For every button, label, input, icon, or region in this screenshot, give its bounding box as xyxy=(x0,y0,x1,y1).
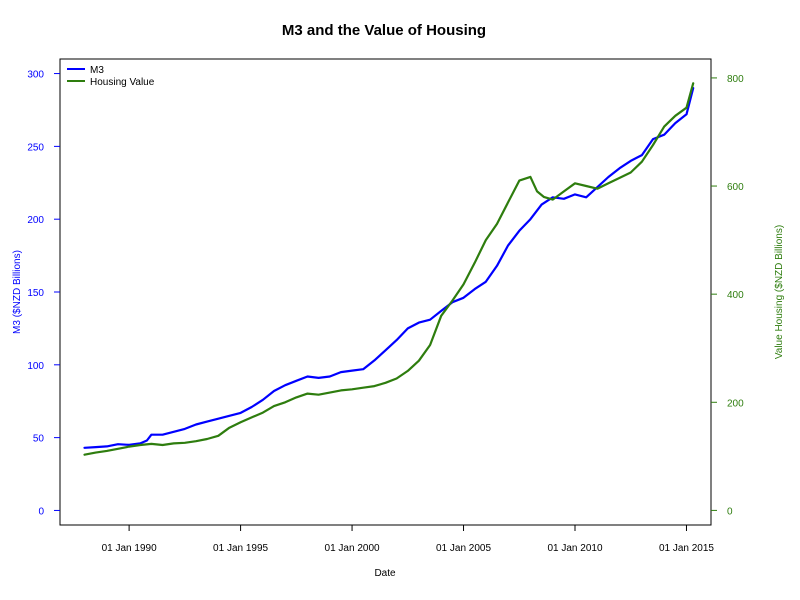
series-line-housing-value xyxy=(83,82,695,456)
x-tick-label: 01 Jan 2005 xyxy=(436,543,491,554)
left-y-tick-label: 200 xyxy=(27,215,44,226)
chart-title: M3 and the Value of Housing xyxy=(282,22,486,39)
left-y-tick-label: 150 xyxy=(27,288,44,299)
series-line-m3 xyxy=(83,86,695,449)
right-y-axis-label: Value Housing ($NZD Billions) xyxy=(774,225,785,359)
left-y-axis-label: M3 ($NZD Billions) xyxy=(12,250,23,334)
x-tick-label: 01 Jan 1990 xyxy=(102,543,157,554)
legend-label-housing: Housing Value xyxy=(90,77,155,88)
x-tick-label: 01 Jan 2015 xyxy=(659,543,714,554)
x-axis: 01 Jan 1990 01 Jan 1995 01 Jan 2000 01 Jan … xyxy=(102,525,714,554)
right-y-tick-label: 600 xyxy=(727,182,744,193)
left-y-axis: 0 50 100 150 200 250 300 xyxy=(27,70,60,517)
left-y-tick-label: 50 xyxy=(33,434,45,445)
left-y-tick-label: 0 xyxy=(38,506,44,517)
plot-frame xyxy=(59,58,712,526)
left-y-tick-label: 250 xyxy=(27,142,44,153)
legend: M3 Housing Value xyxy=(67,65,155,88)
x-tick-label: 01 Jan 2000 xyxy=(325,543,380,554)
right-y-tick-label: 0 xyxy=(727,506,733,517)
right-y-tick-label: 800 xyxy=(727,74,744,85)
right-y-axis: 0 200 400 600 800 xyxy=(711,74,744,517)
right-y-tick-label: 400 xyxy=(727,290,744,301)
series-layer xyxy=(83,82,695,456)
x-tick-label: 01 Jan 2010 xyxy=(547,543,602,554)
legend-label-m3: M3 xyxy=(90,65,104,76)
x-axis-label: Date xyxy=(374,568,396,579)
right-y-tick-label: 200 xyxy=(727,398,744,409)
left-y-tick-label: 300 xyxy=(27,70,44,81)
x-tick-label: 01 Jan 1995 xyxy=(213,543,268,554)
left-y-tick-label: 100 xyxy=(27,361,44,372)
